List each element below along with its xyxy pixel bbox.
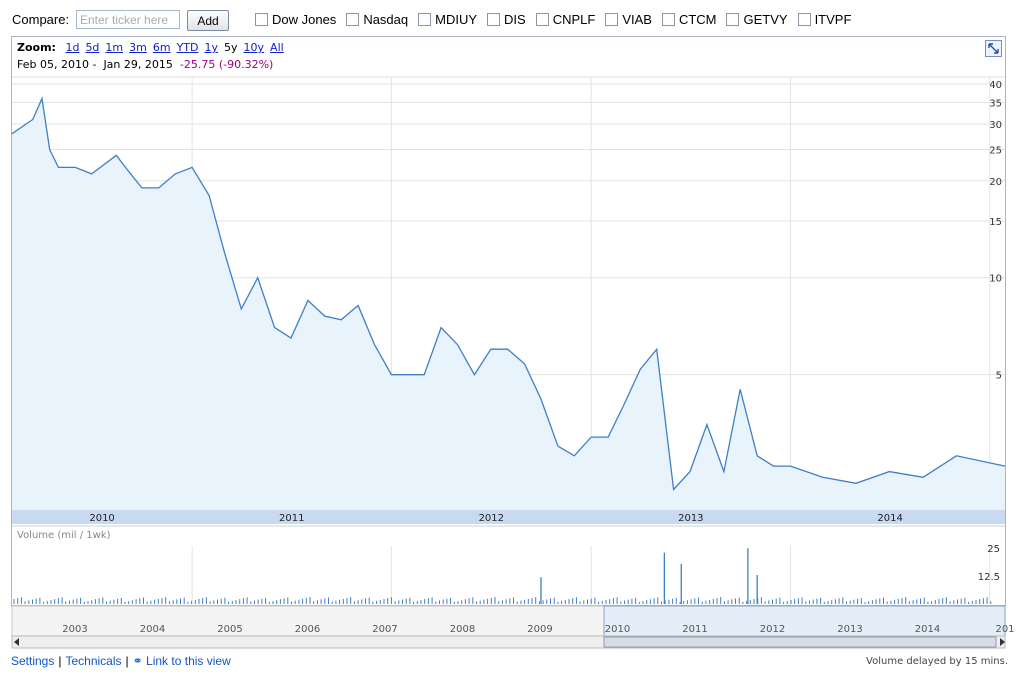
x-tick-label: 2011 <box>279 513 304 524</box>
compare-ticker-mdiuy[interactable]: MDIUY <box>418 12 477 27</box>
compare-ticker-dis[interactable]: DIS <box>487 12 526 27</box>
checkbox[interactable] <box>605 13 619 26</box>
checkbox[interactable] <box>418 13 432 26</box>
compare-checkbox-list: Dow Jones Nasdaq MDIUY DIS CNPLF VIAB CTCM GETV… <box>255 12 861 27</box>
x-tick-label: 2014 <box>877 513 902 524</box>
navigator-year-label: 2007 <box>372 624 397 635</box>
x-tick-label: 2013 <box>678 513 703 524</box>
settings-link[interactable]: Settings <box>11 654 55 668</box>
compare-ticker-cnplf[interactable]: CNPLF <box>535 12 596 27</box>
checkbox[interactable] <box>797 13 811 26</box>
volume-tick-label: 12.5 <box>978 572 1000 583</box>
compare-ticker-itvpf[interactable]: ITVPF <box>797 12 852 27</box>
compare-ticker-label: CTCM <box>678 12 717 27</box>
compare-ticker-label: VIAB <box>622 12 652 27</box>
y-tick-label: 15 <box>989 217 1002 228</box>
price-area <box>12 98 1005 510</box>
y-tick-label: 5 <box>996 371 1002 382</box>
zoom-option-all[interactable]: All <box>270 41 284 54</box>
volume-delay-note: Volume delayed by 15 mins. <box>866 656 1008 667</box>
compare-ticker-getvy[interactable]: GETVY <box>726 12 788 27</box>
zoom-label: Zoom: <box>17 41 56 54</box>
footer-separator: | <box>58 654 62 668</box>
compare-ticker-label: Nasdaq <box>363 12 409 27</box>
footer-links: Settings | Technicals | ⚭ Link to this view <box>11 654 231 668</box>
navigator-year-label: 2006 <box>295 624 320 635</box>
price-line <box>11 96 1006 491</box>
compare-ticker-nasdaq[interactable]: Nasdaq <box>346 12 408 27</box>
scroll-left-icon <box>14 638 19 646</box>
footer-separator: | <box>125 654 129 668</box>
zoom-option-1m[interactable]: 1m <box>105 41 124 54</box>
compare-label: Compare: <box>12 12 70 27</box>
navigator-year-label: 2005 <box>217 624 242 635</box>
checkbox[interactable] <box>346 13 360 26</box>
range-change: -25.75 (-90.32%) <box>179 58 274 71</box>
checkbox[interactable] <box>661 13 675 26</box>
date-range: Feb 05, 2010 - Jan 29, 2015 -25.75 (-90.… <box>17 58 274 71</box>
navigator-year-label: 2010 <box>605 624 630 635</box>
checkbox[interactable] <box>487 13 501 26</box>
x-tick-label: 2010 <box>89 513 114 524</box>
volume-tick-label: 25 <box>987 544 1000 555</box>
link-to-view[interactable]: Link to this view <box>146 654 231 668</box>
navigator-year-label: 2012 <box>760 624 785 635</box>
y-tick-label: 35 <box>989 99 1002 110</box>
navigator-year-label: 2011 <box>682 624 707 635</box>
checkbox[interactable] <box>726 13 740 26</box>
compare-ticker-label: MDIUY <box>435 12 478 27</box>
y-tick-label: 20 <box>989 177 1002 188</box>
link-icon: ⚭ <box>132 654 143 668</box>
y-tick-label: 10 <box>989 274 1002 285</box>
y-tick-label: 40 <box>989 80 1002 91</box>
range-end: Jan 29, 2015 <box>103 58 173 71</box>
zoom-option-5y[interactable]: 5y <box>224 41 238 54</box>
navigator-window <box>603 605 1006 637</box>
navigator-year-label: 201 <box>995 624 1014 635</box>
checkbox[interactable] <box>255 13 268 26</box>
compare-ticker-ctcm[interactable]: CTCM <box>661 12 717 27</box>
compare-ticker-label: Dow Jones <box>272 12 337 27</box>
checkbox[interactable] <box>535 13 549 26</box>
compare-ticker-label: DIS <box>504 12 526 27</box>
navigator-year-label: 2003 <box>62 624 87 635</box>
add-ticker-button[interactable]: Add <box>187 10 229 31</box>
compare-ticker-input[interactable] <box>76 10 180 29</box>
compare-ticker-dow-jones[interactable]: Dow Jones <box>255 12 336 27</box>
x-tick-label: 2012 <box>479 513 504 524</box>
navigator-year-label: 2008 <box>450 624 475 635</box>
compare-ticker-label: ITVPF <box>814 12 852 27</box>
scrollbar-thumb <box>603 636 997 648</box>
x-axis-band <box>12 510 1005 524</box>
range-start: Feb 05, 2010 <box>17 58 89 71</box>
scroll-right-icon <box>1000 638 1005 646</box>
compare-ticker-label: CNPLF <box>552 12 596 27</box>
technicals-link[interactable]: Technicals <box>65 654 122 668</box>
zoom-controls: Zoom: 1d 5d 1m 3m 6m YTD 1y 5y 10y All <box>17 41 290 54</box>
zoom-option-6m[interactable]: 6m <box>152 41 171 54</box>
compare-ticker-label: GETVY <box>743 12 788 27</box>
zoom-option-5d[interactable]: 5d <box>85 41 100 54</box>
zoom-option-ytd[interactable]: YTD <box>176 41 199 54</box>
y-tick-label: 25 <box>989 146 1002 157</box>
zoom-option-10y[interactable]: 10y <box>243 41 265 54</box>
zoom-option-1d[interactable]: 1d <box>65 41 80 54</box>
navigator-year-label: 2014 <box>915 624 940 635</box>
compare-ticker-viab[interactable]: VIAB <box>605 12 652 27</box>
zoom-option-3m[interactable]: 3m <box>129 41 147 54</box>
zoom-option-1y[interactable]: 1y <box>204 41 219 54</box>
expand-chart-icon[interactable] <box>985 40 1002 57</box>
volume-label: Volume (mil / 1wk) <box>17 530 111 541</box>
navigator-year-label: 2009 <box>527 624 552 635</box>
y-tick-label: 30 <box>989 120 1002 131</box>
navigator-year-label: 2013 <box>837 624 862 635</box>
navigator-year-label: 2004 <box>140 624 165 635</box>
